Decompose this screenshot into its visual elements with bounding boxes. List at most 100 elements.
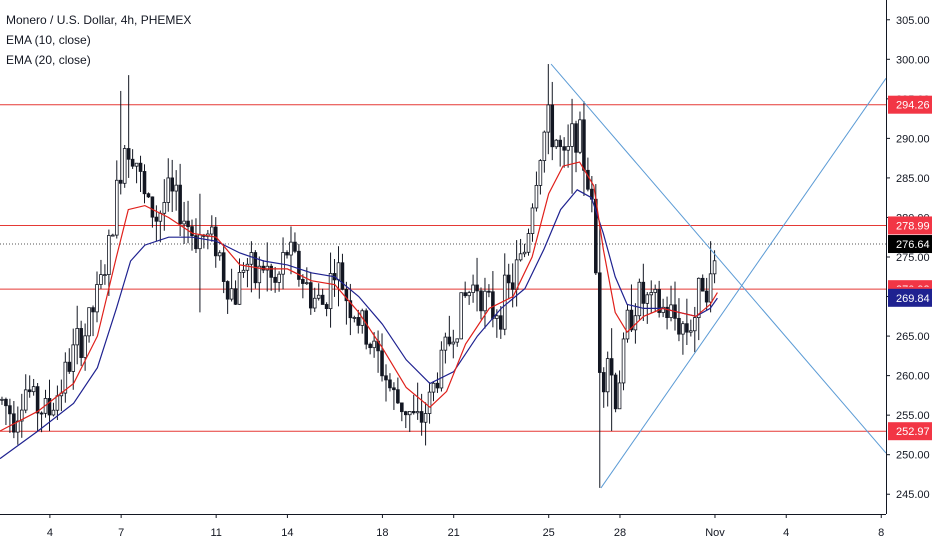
candle-body-74: [293, 241, 297, 252]
candle-body-168: [665, 306, 669, 319]
candle-body-143: [566, 146, 570, 151]
current-price-tag-bg: [888, 235, 932, 254]
x-tick-label-8: Nov: [705, 527, 725, 539]
candle-body-139: [550, 104, 555, 148]
candle-body-42: [166, 177, 171, 203]
candle-body-165: [653, 288, 657, 293]
candle-body-176: [696, 277, 701, 319]
candle-body-55: [217, 252, 222, 257]
candle-body-133: [526, 233, 531, 253]
candle-body-119: [471, 284, 475, 293]
ema20-tag-label: 269.84: [896, 293, 930, 305]
candle-body-126: [499, 315, 503, 330]
candle-body-89: [352, 317, 357, 319]
candle-body-0: [0, 398, 4, 401]
candle-body-87: [344, 288, 349, 302]
candle-body-62: [245, 263, 250, 271]
x-tick-label-0: 4: [47, 527, 53, 539]
x-tick-label-1: 7: [118, 527, 124, 539]
candle-body-180: [712, 260, 717, 275]
candle-body-18: [71, 344, 76, 372]
candle-body-140: [554, 139, 559, 148]
candle-body-110: [435, 382, 440, 389]
candle-body-104: [411, 411, 416, 414]
candle-body-134: [530, 207, 535, 234]
candle-body-155: [613, 374, 618, 410]
x-tick-label-4: 18: [376, 527, 388, 539]
candle-body-97: [384, 375, 388, 381]
candle-body-19: [75, 328, 79, 346]
candle-body-174: [689, 330, 693, 333]
candle-body-131: [518, 253, 523, 261]
candle-body-30: [118, 179, 123, 184]
candle-body-152: [601, 372, 606, 393]
candle-body-20: [79, 328, 83, 358]
candle-body-38: [150, 196, 155, 218]
candle-body-9: [35, 386, 40, 414]
candle-body-92: [364, 310, 368, 345]
y-tick-label-9: 290.00: [896, 133, 930, 145]
candle-body-44: [174, 184, 178, 192]
candle-body-6: [23, 389, 28, 411]
ema20-tag-bg: [888, 288, 932, 307]
candle-body-36: [142, 171, 147, 195]
candle-body-86: [340, 262, 345, 290]
level-tag-0-bg: [888, 95, 932, 114]
candle-body-166: [657, 288, 661, 313]
candle-body-132: [522, 251, 527, 255]
candle-body-81: [320, 294, 325, 305]
candle-body-71: [281, 252, 285, 275]
candle-body-10: [39, 412, 44, 415]
level-tag-0-label: 294.26: [896, 100, 930, 112]
candle-body-16: [63, 361, 68, 394]
candle-body-24: [95, 284, 99, 313]
candles: [0, 64, 717, 488]
price-axis-bg: [886, 0, 932, 550]
candle-body-2: [8, 405, 12, 415]
candle-body-100: [396, 389, 400, 404]
candle-body-39: [154, 216, 159, 222]
candle-body-58: [229, 288, 234, 300]
candle-body-93: [368, 343, 372, 349]
candle-body-135: [534, 184, 539, 209]
y-tick-label-12: 305.00: [896, 15, 930, 27]
candle-body-48: [190, 226, 194, 237]
candle-body-90: [356, 317, 361, 326]
candle-body-128: [506, 274, 511, 284]
candle-body-41: [162, 202, 167, 214]
candle-body-125: [495, 315, 499, 319]
candle-body-102: [404, 411, 408, 416]
candle-body-45: [178, 184, 182, 225]
candle-body-32: [126, 148, 131, 160]
candle-body-59: [233, 288, 238, 305]
candle-body-72: [285, 252, 289, 256]
candle-body-136: [538, 160, 543, 186]
candle-body-161: [637, 281, 642, 317]
candle-body-177: [700, 277, 705, 292]
y-tick-label-6: 275.00: [896, 252, 930, 264]
candle-body-156: [617, 382, 622, 410]
candle-body-8: [31, 386, 36, 393]
candle-body-57: [225, 281, 230, 300]
price-tags: 294.26278.99270.93252.97276.64270.10269.…: [888, 95, 932, 441]
chart-legend: Monero / U.S. Dollar, 4h, PHEMEX EMA (10…: [6, 10, 191, 70]
candle-body-60: [237, 272, 242, 305]
y-tick-label-0: 245.00: [896, 489, 930, 501]
candle-body-171: [677, 317, 681, 335]
candle-body-108: [427, 391, 432, 414]
candle-body-69: [273, 276, 277, 283]
candle-body-37: [146, 193, 151, 198]
candle-body-129: [510, 282, 515, 290]
candle-body-31: [122, 148, 127, 184]
candle-body-145: [574, 123, 578, 153]
candle-body-118: [467, 292, 471, 297]
candle-body-141: [558, 139, 562, 148]
candle-body-153: [605, 358, 610, 393]
candle-body-144: [570, 123, 574, 147]
candle-body-49: [194, 235, 198, 250]
candle-body-88: [348, 300, 353, 319]
candle-body-76: [301, 279, 305, 284]
candle-body-178: [704, 290, 709, 303]
